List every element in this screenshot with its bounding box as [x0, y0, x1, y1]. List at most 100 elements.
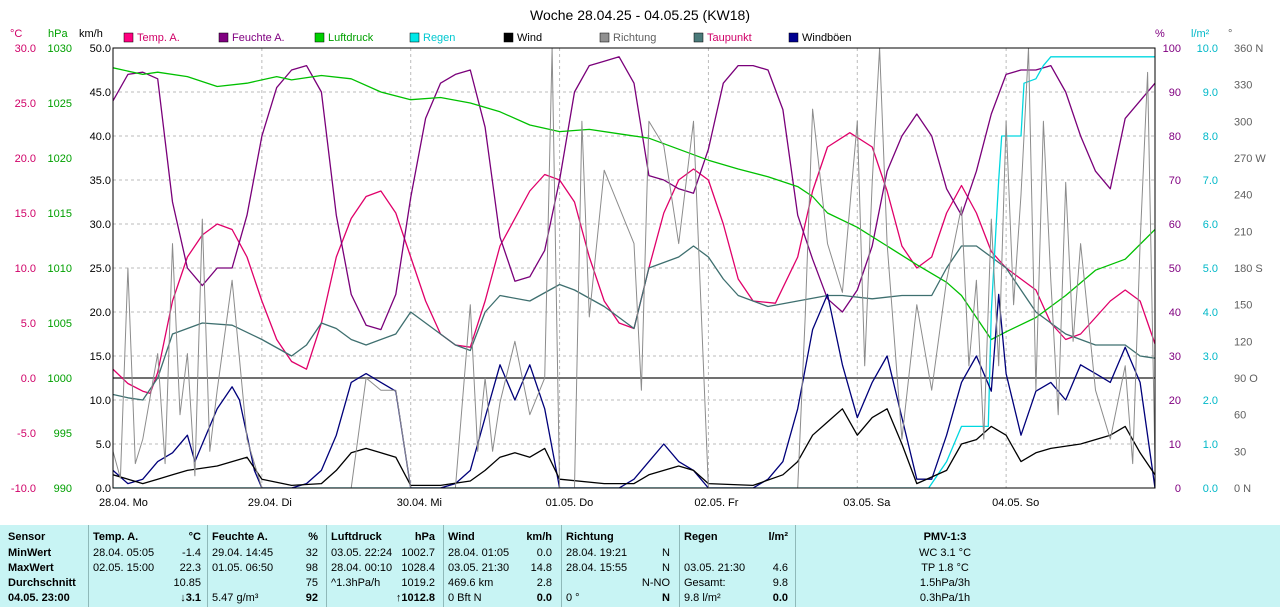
wind-tick-label: 5.0 — [96, 439, 111, 451]
stats-cell-value: N — [662, 562, 670, 574]
wind-tick-label: 10.0 — [90, 395, 111, 407]
stats-cell-value: 0.0 — [772, 592, 788, 604]
pressure-tick-label: 1010 — [48, 263, 72, 275]
direction-tick-label: 30 — [1234, 446, 1246, 458]
pmv-line: 0.3hPa/1h — [919, 592, 971, 604]
legend-swatch — [314, 32, 325, 43]
series-line-wind — [113, 408, 1155, 487]
pressure-tick-label: 1025 — [48, 98, 72, 110]
stats-cell-label: 29.04. 14:45 — [212, 547, 274, 559]
chart-title: Woche 28.04.25 - 04.05.25 (KW18) — [530, 7, 750, 23]
pressure-axis-unit: hPa — [48, 28, 68, 40]
stats-cell-label: 01.05. 06:50 — [212, 562, 274, 574]
stats-column: Richtung 28.04. 19:21 N 28.04. 15:55 N N-NO 0 … — [566, 531, 670, 607]
temp-tick-label: 0.0 — [21, 373, 36, 385]
stats-column: Feuchte A.% 29.04. 14:45 32 01.05. 06:50 98 7… — [212, 531, 318, 607]
stats-cell-value: 92 — [305, 592, 318, 604]
rain-tick-label: 6.0 — [1203, 219, 1218, 231]
wind-tick-label: 20.0 — [90, 307, 111, 319]
stats-cell-value: N — [662, 547, 670, 559]
pmv-column: PMV-1:3 WC 3.1 °C TP 1.8 °C 1.5hPa/3h 0.3hPa… — [800, 531, 1090, 607]
legend-label: Regen — [423, 32, 455, 44]
legend-swatch — [599, 32, 610, 43]
pmv-title: PMV-1:3 — [923, 531, 967, 543]
rain-tick-label: 10.0 — [1197, 43, 1218, 55]
stats-cell-label: 28.04. 05:05 — [93, 547, 155, 559]
rain-tick-label: 1.0 — [1203, 439, 1218, 451]
legend-swatch — [693, 32, 704, 43]
stats-header-label: Luftdruck — [331, 531, 382, 543]
direction-tick-label: 150 — [1234, 300, 1252, 312]
stats-cell-label: 5.47 g/m³ — [212, 592, 259, 604]
stats-cell-label: 28.04. 15:55 — [566, 562, 628, 574]
stats-separator — [561, 525, 562, 607]
stats-header-unit: °C — [188, 531, 201, 543]
stats-cell-label: 0 ° — [566, 592, 580, 604]
stats-header-unit: hPa — [414, 531, 435, 543]
stats-header-unit: % — [308, 531, 318, 543]
legend-label: Temp. A. — [137, 32, 180, 44]
wind-tick-label: 45.0 — [90, 87, 111, 99]
wind-tick-label: 40.0 — [90, 131, 111, 143]
humidity-tick-label: 100 — [1163, 43, 1181, 55]
stats-cell-label: Durchschnitt — [8, 577, 76, 589]
stats-cell-label: 03.05. 21:30 — [448, 562, 510, 574]
stats-header-unit: l/m² — [768, 531, 788, 543]
rain-tick-label: 3.0 — [1203, 351, 1218, 363]
direction-tick-label: 300 — [1234, 116, 1252, 128]
x-tick-label: 02.05. Fr — [694, 497, 738, 509]
stats-cell-value: 75 — [305, 577, 318, 589]
stats-header-label: Sensor — [8, 531, 46, 543]
stats-separator — [326, 525, 327, 607]
direction-tick-label: 90 O — [1234, 373, 1258, 385]
stats-cell-value: 98 — [305, 562, 318, 574]
plot-border — [112, 47, 1156, 489]
stats-cell-value: 32 — [305, 547, 318, 559]
rain-tick-label: 7.0 — [1203, 175, 1218, 187]
humidity-axis-unit: % — [1155, 28, 1165, 40]
stats-header-label: Feuchte A. — [212, 531, 268, 543]
legend-swatch — [123, 32, 134, 43]
wind-tick-label: 30.0 — [90, 219, 111, 231]
legend-label: Taupunkt — [707, 32, 752, 44]
legend-label: Luftdruck — [328, 32, 374, 44]
direction-tick-label: 210 — [1234, 226, 1252, 238]
stats-cell-label: 02.05. 15:00 — [93, 562, 155, 574]
series-line-feuchte-a — [113, 56, 1155, 331]
wind-tick-label: 50.0 — [90, 43, 111, 55]
wind-tick-label: 0.0 — [96, 483, 111, 495]
series-line-luftdruck — [113, 67, 1155, 341]
stats-cell-label: MaxWert — [8, 562, 54, 574]
legend-swatch — [788, 32, 799, 43]
x-tick-label: 03.05. Sa — [843, 497, 891, 509]
stats-cell-value: ↑1012.8 — [395, 592, 435, 604]
series-line-richtung — [113, 48, 1155, 488]
x-tick-label: 29.04. Di — [248, 497, 292, 509]
stats-cell-label: 28.04. 19:21 — [566, 547, 628, 559]
direction-tick-label: 240 — [1234, 190, 1252, 202]
stats-column: Regen l/m² 03.05. 21:30 4.6 Gesamt: 9.8 9.8 l/… — [684, 531, 788, 607]
statistics-panel: Sensor MinWert MaxWert Durchschnitt 04.05. 2… — [0, 525, 1280, 607]
pmv-line: TP 1.8 °C — [921, 562, 969, 574]
rain-tick-label: 2.0 — [1203, 395, 1218, 407]
stats-column: Wind km/h 28.04. 01:05 0.0 03.05. 21:30 14.8 4… — [448, 531, 552, 607]
series-line-regen — [113, 56, 1155, 488]
humidity-tick-label: 80 — [1169, 131, 1181, 143]
stats-cell-label: 04.05. 23:00 — [8, 592, 70, 604]
stats-cell-label: MinWert — [8, 547, 52, 559]
temp-tick-label: -10.0 — [11, 483, 36, 495]
wind-tick-label: 35.0 — [90, 175, 111, 187]
stats-column: Luftdruck hPa 03.05. 22:24 1002.7 28.04. 00:… — [331, 531, 435, 607]
direction-tick-label: 0 N — [1234, 483, 1251, 495]
rain-tick-label: 9.0 — [1203, 87, 1218, 99]
stats-separator — [679, 525, 680, 607]
temp-tick-label: 15.0 — [15, 208, 36, 220]
pressure-tick-label: 1000 — [48, 373, 72, 385]
rain-tick-label: 8.0 — [1203, 131, 1218, 143]
direction-tick-label: 360 N — [1234, 43, 1263, 55]
temp-axis-unit: °C — [10, 28, 22, 40]
stats-header-label: Regen — [684, 531, 718, 543]
direction-axis-unit: ° — [1228, 28, 1232, 40]
humidity-tick-label: 60 — [1169, 219, 1181, 231]
stats-cell-value: 1002.7 — [401, 547, 435, 559]
